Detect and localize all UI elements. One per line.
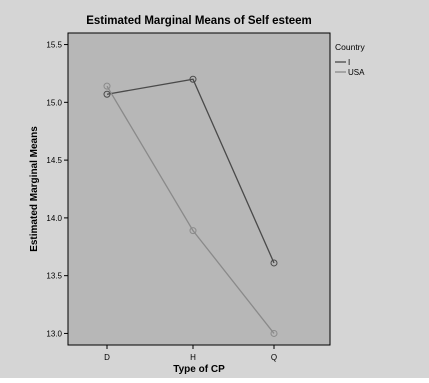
chart-title: Estimated Marginal Means of Self esteem (86, 15, 312, 27)
data-point-usa (270, 329, 278, 337)
data-point-i (103, 90, 111, 98)
y-tick-label: 15.5 (46, 41, 62, 50)
series-line-usa (106, 85, 275, 334)
data-point-i (189, 75, 197, 83)
y-tick-label: 14.5 (46, 156, 62, 165)
legend-title: Country (335, 42, 366, 52)
plot-area (67, 32, 331, 346)
legend-label-usa: USA (348, 68, 365, 77)
series-line-i (106, 78, 275, 264)
y-tick-label: 15.0 (46, 98, 62, 107)
data-point-i (270, 259, 278, 267)
x-tick-label: H (190, 353, 196, 362)
x-axis-label: Type of CP (173, 364, 225, 375)
data-point-usa (189, 227, 197, 235)
x-tick-label: D (104, 353, 110, 362)
legend-label-i: I (348, 58, 350, 67)
y-tick-label: 13.0 (46, 329, 62, 338)
x-tick-label: Q (271, 353, 277, 362)
y-tick-label: 14.0 (46, 214, 62, 223)
y-tick-label: 13.5 (46, 272, 62, 281)
data-point-usa (103, 82, 111, 90)
y-axis-label: Estimated Marginal Means (29, 126, 40, 252)
